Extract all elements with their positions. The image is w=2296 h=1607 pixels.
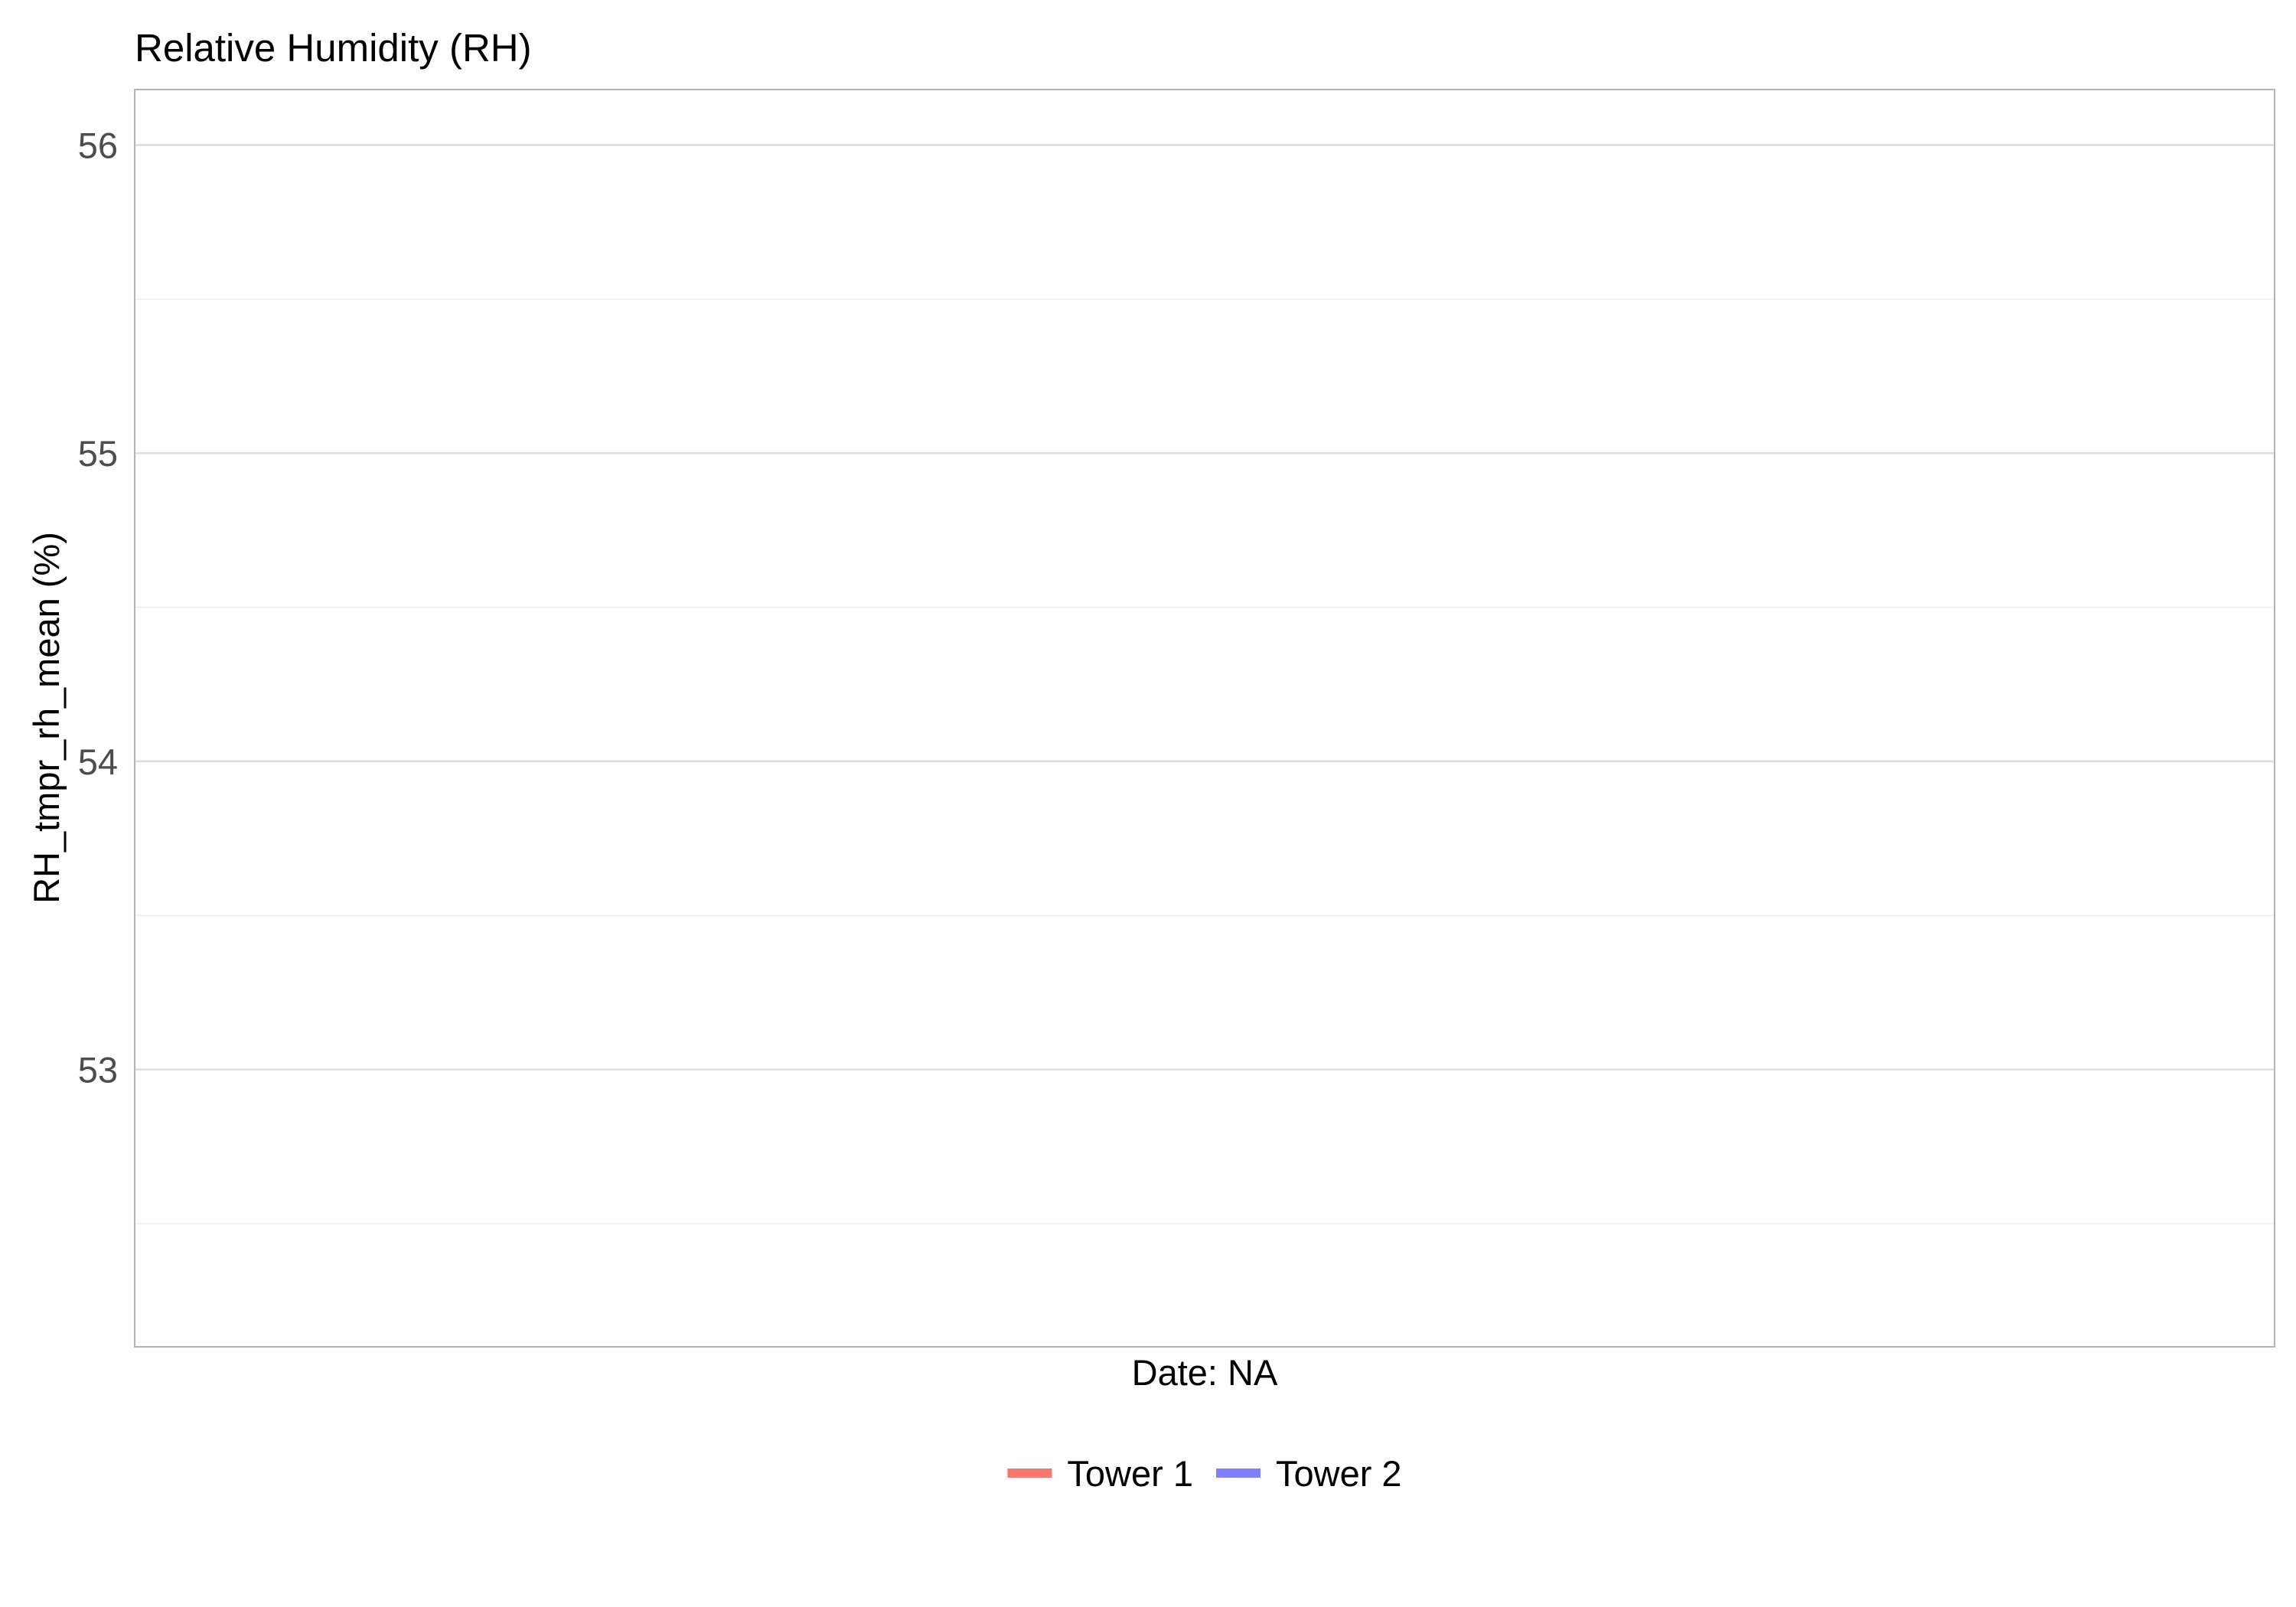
x-axis-label: Date: NA [1132,1352,1278,1393]
plot-panel-border [134,89,2275,1348]
legend: Tower 1 Tower 2 [1007,1453,1402,1494]
y-tick-label: 55 [78,433,118,474]
y-tick-label: 56 [78,125,118,165]
y-tick-label: 54 [78,742,118,782]
y-axis-tick-labels: 53 54 55 56 [78,125,118,1090]
legend-label: Tower 2 [1276,1453,1402,1494]
chart-title: Relative Humidity (RH) [135,26,532,70]
major-gridlines [135,144,2275,1071]
minor-gridlines [135,298,2275,1224]
legend-label: Tower 1 [1067,1453,1193,1494]
y-tick-label: 53 [78,1050,118,1090]
y-axis-label: RH_tmpr_rh_mean (%) [26,532,67,904]
